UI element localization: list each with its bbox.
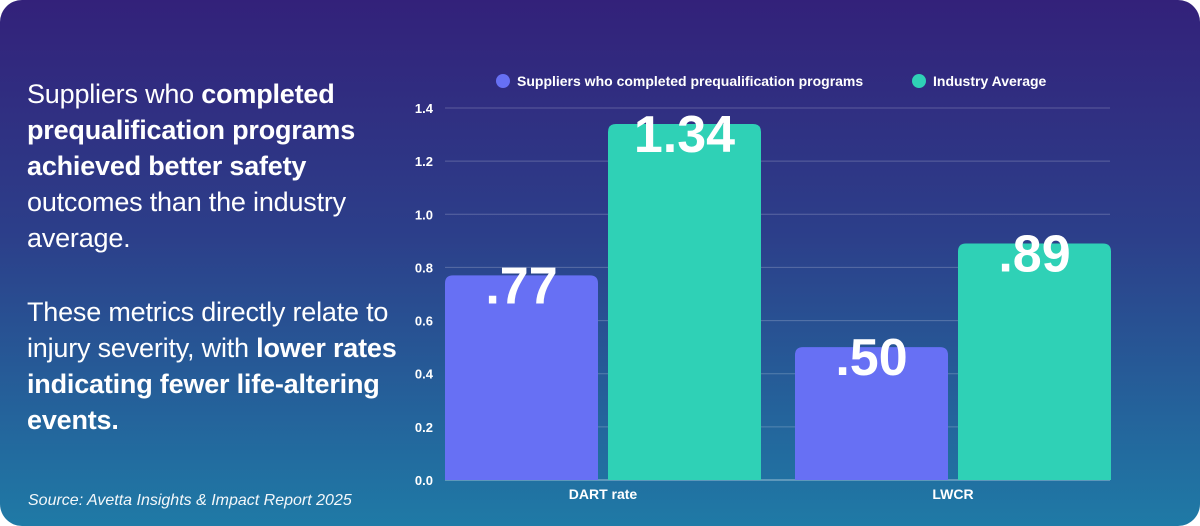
metrics-text-1: These metrics directly relate to injury … — [27, 297, 389, 363]
y-tick-label: 0.6 — [415, 314, 433, 329]
x-category-label: DART rate — [569, 486, 638, 502]
legend-marker-suppliers — [496, 74, 510, 88]
y-axis-ticks: 0.0 0.2 0.4 0.6 0.8 1.0 1.2 1.4 — [415, 101, 434, 488]
data-labels: .77 1.34 .50 .89 — [485, 106, 1070, 387]
data-label: .89 — [998, 226, 1070, 284]
y-tick-label: 0.2 — [415, 420, 433, 435]
bar-suppliers-dart — [445, 275, 598, 480]
y-tick-label: 1.0 — [415, 207, 433, 222]
data-label: 1.34 — [634, 106, 735, 164]
summary-text-bold: completed prequalification programs achi… — [27, 79, 356, 181]
metrics-text-bold: lower rates indicating fewer life-alteri… — [27, 333, 397, 435]
data-label: .77 — [485, 257, 557, 315]
y-tick-label: 1.2 — [415, 154, 433, 169]
x-axis-categories: DART rate LWCR — [569, 486, 974, 502]
legend-label-industry: Industry Average — [933, 73, 1047, 89]
summary-text-2: outcomes than the industry average. — [27, 187, 346, 253]
bar-suppliers-lwcr — [795, 347, 948, 480]
y-tick-label: 0.4 — [415, 367, 434, 382]
summary-text-1: Suppliers who — [27, 79, 202, 109]
legend: Suppliers who completed prequalification… — [496, 73, 1047, 89]
legend-marker-industry — [912, 74, 926, 88]
legend-label-suppliers: Suppliers who completed prequalification… — [517, 73, 863, 89]
data-label: .50 — [835, 329, 907, 387]
x-category-label: LWCR — [932, 486, 973, 502]
y-tick-label: 0.8 — [415, 260, 433, 275]
summary-paragraph: Suppliers who completed prequalification… — [27, 76, 397, 256]
y-tick-label: 1.4 — [415, 101, 434, 116]
metrics-paragraph: These metrics directly relate to injury … — [27, 294, 397, 438]
source-note: Source: Avetta Insights & Impact Report … — [28, 492, 352, 509]
bar-industry-dart — [608, 123, 761, 480]
y-tick-label: 0.0 — [415, 473, 433, 488]
bars — [445, 123, 1111, 480]
bar-industry-lwcr — [958, 243, 1111, 480]
